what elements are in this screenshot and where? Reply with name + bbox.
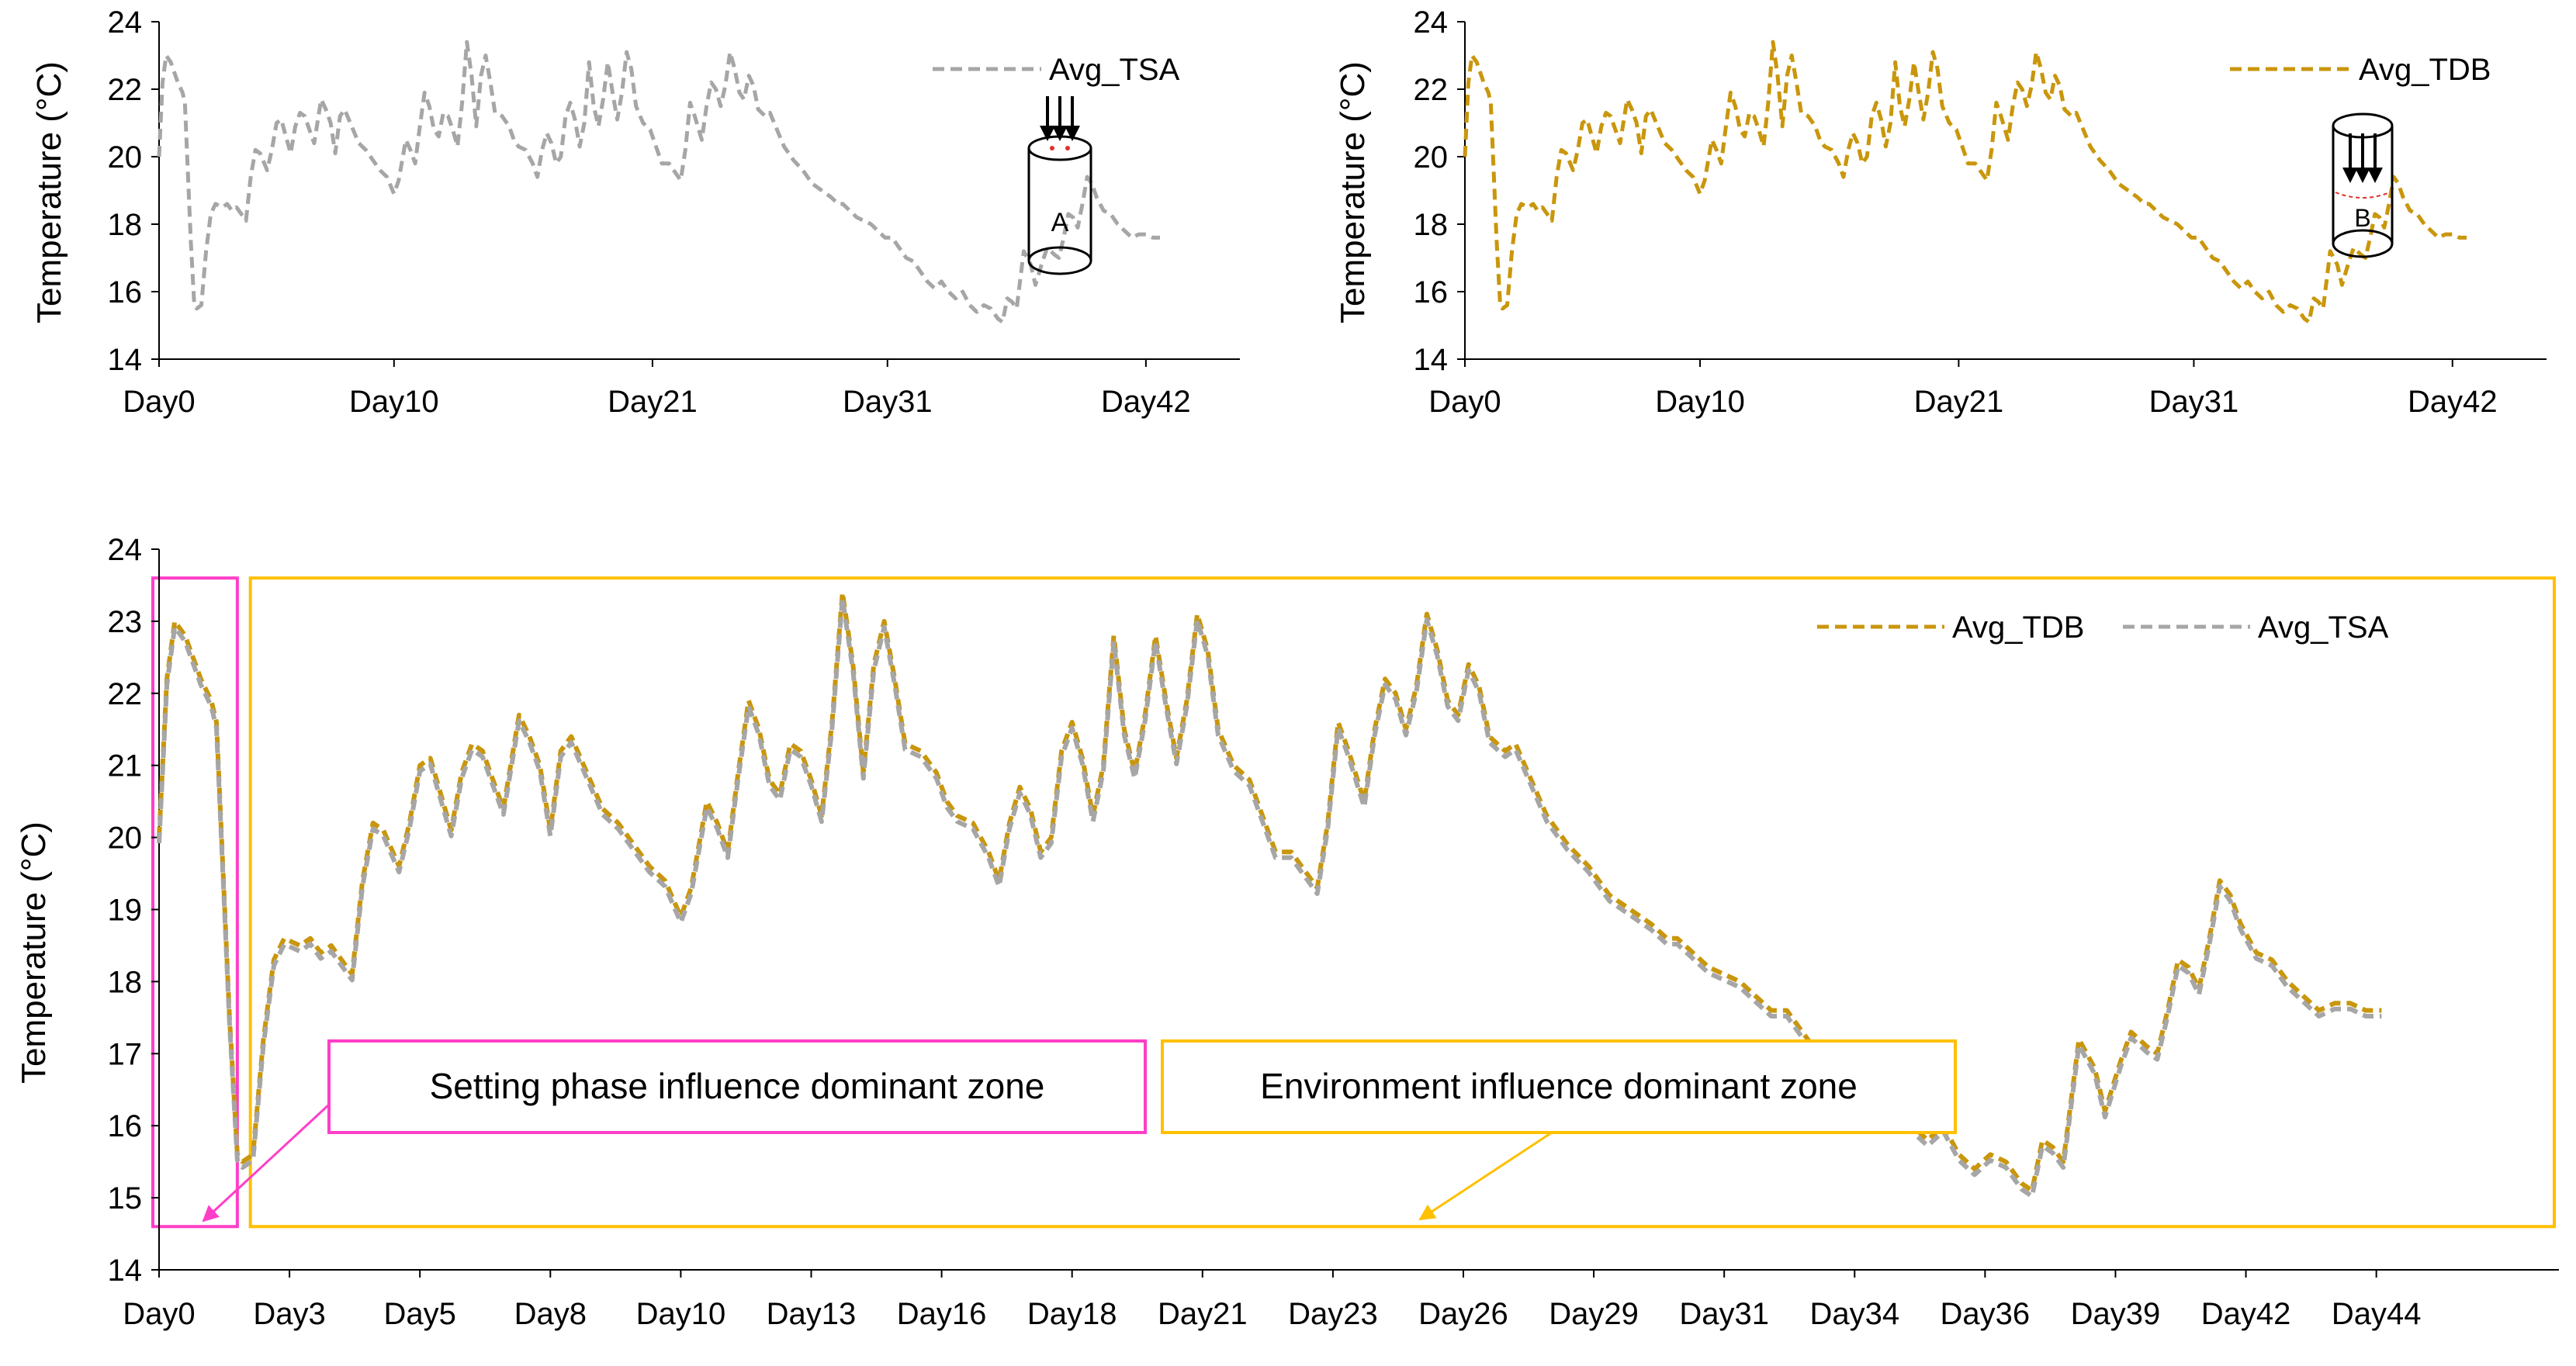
x-tick-label: Day3 xyxy=(253,1297,325,1331)
legend-label-avg-tsa: Avg_TSA xyxy=(1049,53,1180,87)
y-tick-label: 24 xyxy=(1414,5,1449,40)
x-tick-label: Day31 xyxy=(843,385,933,419)
series-line-avg-tsa xyxy=(157,40,1160,324)
x-tick-label: Day21 xyxy=(608,385,698,419)
x-tick-label: Day5 xyxy=(384,1297,456,1331)
x-tick-label: Day10 xyxy=(349,385,439,419)
series-line-avg-tsa xyxy=(157,596,2382,1199)
chart-top-right-ylabel: Temperature (°C) xyxy=(1334,61,1372,323)
y-tick-label: 20 xyxy=(108,140,143,175)
series-line-avg-tdb xyxy=(1463,40,2467,324)
y-tick-label: 15 xyxy=(108,1181,143,1216)
y-tick-label: 17 xyxy=(108,1037,143,1071)
annotation-setting-zone-arrow xyxy=(202,1103,331,1222)
y-tick-label: 22 xyxy=(1414,73,1449,107)
y-tick-label: 18 xyxy=(108,208,143,242)
chart-top-right-plot: 14 16 18 20 22 24 Day0 Day10 Day21 Day31 Day42 xyxy=(1414,5,2547,419)
x-tick-label: Day36 xyxy=(1941,1297,2031,1331)
x-tick-label: Day13 xyxy=(767,1297,857,1331)
x-tick-label: Day42 xyxy=(2408,385,2498,419)
legend-label-avg-tdb: Avg_TDB xyxy=(2359,53,2491,87)
annotation-environment-zone: Environment influence dominant zone xyxy=(1161,1039,1957,1221)
chart-bottom-zones xyxy=(151,576,2557,1229)
y-tick-label: 16 xyxy=(108,275,143,310)
chart-bottom-legend: Avg_TDB Avg_TSA xyxy=(1817,610,2389,645)
zone-environment xyxy=(248,576,2557,1229)
chart-top-right-legend: Avg_TDB xyxy=(2230,53,2491,87)
x-tick-label: Day0 xyxy=(1428,385,1501,419)
x-tick-label: Day39 xyxy=(2071,1297,2161,1331)
x-tick-label: Day0 xyxy=(123,385,195,419)
y-tick-label: 20 xyxy=(108,821,143,856)
x-tick-label: Day21 xyxy=(1158,1297,1248,1331)
y-tick-label: 24 xyxy=(108,5,143,40)
chart-top-left-legend: Avg_TSA xyxy=(933,53,1180,87)
annotation-setting-zone: Setting phase influence dominant zone xyxy=(202,1039,1147,1222)
y-tick-label: 14 xyxy=(108,1254,143,1288)
x-tick-label: Day29 xyxy=(1549,1297,1639,1331)
y-tick-label: 14 xyxy=(1414,343,1449,377)
series-line-avg-tdb xyxy=(157,590,2382,1193)
cylinder-icon-a: A xyxy=(1027,96,1092,275)
legend-label-avg-tsa: Avg_TSA xyxy=(2258,610,2389,645)
x-tick-label: Day8 xyxy=(514,1297,587,1331)
x-tick-label: Day44 xyxy=(2332,1297,2422,1331)
x-tick-label: Day0 xyxy=(123,1297,195,1331)
chart-top-left-ylabel: Temperature (°C) xyxy=(30,61,68,323)
y-tick-label: 24 xyxy=(108,533,143,567)
chart-bottom-plot: 14 15 16 17 18 19 20 21 22 23 24 Day0 Day3 Day5 Day8 Da… xyxy=(108,533,2559,1331)
x-tick-label: Day10 xyxy=(1655,385,1745,419)
annotation-setting-zone-label: Setting phase influence dominant zone xyxy=(430,1066,1045,1106)
zone-setting-phase xyxy=(151,576,239,1229)
y-tick-label: 22 xyxy=(108,73,143,107)
cylinder-icon-b-label: B xyxy=(2354,204,2370,232)
x-tick-label: Day21 xyxy=(1914,385,2004,419)
chart-top-left: Temperature (°C) 14 16 18 20 22 24 Day0 Day10 Da… xyxy=(30,5,1240,419)
annotation-environment-zone-arrow xyxy=(1418,1131,1553,1221)
y-tick-label: 22 xyxy=(108,677,143,711)
y-tick-label: 20 xyxy=(1414,140,1449,175)
x-tick-label: Day16 xyxy=(897,1297,987,1331)
y-tick-label: 18 xyxy=(1414,208,1449,242)
y-tick-label: 18 xyxy=(108,965,143,999)
annotation-setting-zone-box xyxy=(327,1039,1147,1134)
chart-bottom: Temperature (°C) 14 15 16 17 18 19 20 21 22 23 24 D… xyxy=(15,533,2559,1331)
chart-top-right: Temperature (°C) 14 16 18 20 22 24 Day0 Day10 Da… xyxy=(1334,5,2547,419)
x-tick-label: Day26 xyxy=(1418,1297,1508,1331)
chart-top-left-plot: 14 16 18 20 22 24 Day0 Day10 Day21 Day31 Day42 xyxy=(108,5,1240,419)
x-tick-label: Day42 xyxy=(2201,1297,2291,1331)
annotation-environment-zone-box xyxy=(1161,1039,1957,1134)
x-tick-label: Day23 xyxy=(1288,1297,1378,1331)
x-tick-label: Day42 xyxy=(1101,385,1191,419)
y-tick-label: 14 xyxy=(108,343,143,377)
x-tick-label: Day10 xyxy=(636,1297,726,1331)
legend-label-avg-tdb: Avg_TDB xyxy=(1952,610,2084,645)
x-tick-label: Day31 xyxy=(2149,385,2239,419)
annotation-environment-zone-label: Environment influence dominant zone xyxy=(1260,1066,1858,1106)
cylinder-icon-a-label: A xyxy=(1051,208,1069,237)
y-tick-label: 16 xyxy=(108,1109,143,1143)
cylinder-icon-b: B xyxy=(2332,112,2394,258)
x-tick-label: Day34 xyxy=(1809,1297,1899,1331)
chart-bottom-ylabel: Temperature (°C) xyxy=(15,821,53,1084)
x-tick-label: Day18 xyxy=(1027,1297,1117,1331)
x-tick-label: Day31 xyxy=(1679,1297,1769,1331)
y-tick-label: 19 xyxy=(108,894,143,928)
y-tick-label: 16 xyxy=(1414,275,1449,310)
y-tick-label: 21 xyxy=(108,749,143,783)
y-tick-label: 23 xyxy=(108,605,143,639)
